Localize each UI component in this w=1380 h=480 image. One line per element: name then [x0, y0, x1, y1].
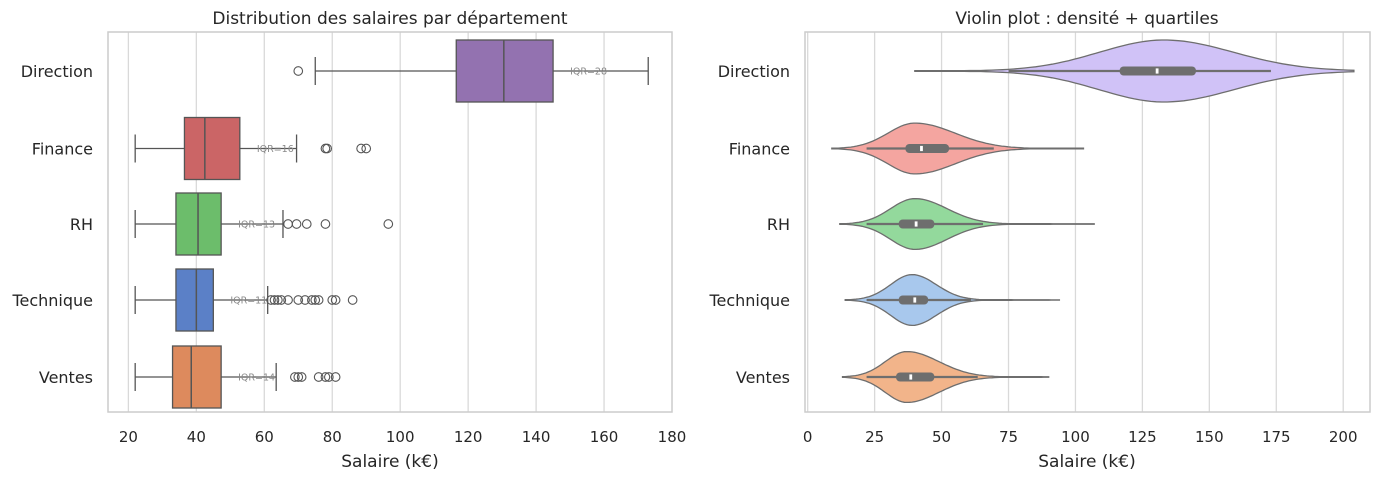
violin-panel: 0 25 50 75 100 125 150 175 200 Direction Finance R… — [708, 9, 1371, 472]
outlier-point — [276, 295, 287, 305]
outlier-point — [313, 295, 324, 305]
outlier-point — [327, 295, 338, 305]
violin-finance — [831, 122, 1085, 175]
iqr-annotation: IQR=28 — [570, 67, 607, 78]
category-label: Direction — [718, 62, 790, 81]
outlier-point — [269, 295, 280, 305]
boxplot-x-ticks: 20 40 60 80 100 120 140 160 180 — [119, 428, 686, 446]
category-label: Technique — [708, 291, 790, 310]
category-label: Ventes — [736, 368, 790, 387]
boxplot-marks: IQR=28 IQR=16 IQR=13 IQR=11 IQR=14 — [134, 39, 649, 409]
category-label: Finance — [32, 140, 93, 159]
x-tick-label: 100 — [1061, 428, 1090, 446]
category-label: Ventes — [39, 368, 93, 387]
violin-technique — [844, 273, 1061, 327]
violin-frame — [804, 31, 1371, 413]
outlier-point — [293, 295, 304, 305]
outlier-point — [313, 372, 324, 382]
inner-median — [909, 374, 913, 380]
inner-median — [913, 297, 917, 303]
box-finance: IQR=16 — [134, 116, 372, 181]
outlier-point — [273, 295, 283, 305]
x-tick-label: 180 — [658, 428, 687, 446]
outlier-point — [323, 372, 334, 382]
violin-rh — [839, 197, 1095, 251]
outlier-point — [290, 372, 300, 382]
x-tick-label: 140 — [522, 428, 551, 446]
violin-title: Violin plot : densité + quartiles — [955, 9, 1218, 29]
outlier-point — [322, 143, 332, 154]
outlier-point — [293, 66, 304, 76]
outlier-point — [320, 219, 331, 229]
outlier-point — [301, 219, 312, 229]
violin-direction — [914, 39, 1355, 103]
iqr-annotation: IQR=14 — [238, 373, 275, 384]
x-tick-label: 200 — [1329, 428, 1358, 446]
boxplot-panel: IQR=28 IQR=16 IQR=13 IQR=11 IQR=14 20 40 60 80 1… — [11, 9, 686, 472]
x-tick-label: 160 — [590, 428, 619, 446]
iqr-box — [171, 345, 222, 409]
outlier-point — [300, 295, 310, 305]
box-rh: IQR=13 — [134, 192, 394, 256]
x-tick-label: 75 — [999, 428, 1018, 446]
iqr-box — [175, 268, 214, 332]
outlier-point — [347, 295, 358, 305]
x-tick-label: 60 — [255, 428, 274, 446]
violin-marks — [831, 39, 1355, 404]
iqr-annotation: IQR=16 — [257, 144, 294, 155]
box-direction: IQR=28 — [293, 39, 649, 103]
outlier-point — [266, 295, 276, 305]
inner-median — [1155, 68, 1159, 74]
category-label: Technique — [11, 291, 93, 310]
x-tick-label: 0 — [803, 428, 813, 446]
outlier-point — [383, 219, 394, 229]
iqr-box — [183, 116, 241, 181]
x-tick-label: 25 — [865, 428, 884, 446]
x-tick-label: 50 — [932, 428, 951, 446]
outlier-point — [310, 295, 321, 305]
x-tick-label: 175 — [1262, 428, 1291, 446]
x-tick-label: 120 — [454, 428, 483, 446]
x-tick-label: 125 — [1128, 428, 1157, 446]
outlier-point — [356, 143, 366, 154]
violin-x-axis-label: Salaire (k€) — [1038, 452, 1135, 472]
boxplot-category-labels: Direction Finance RH Technique Ventes — [11, 62, 93, 387]
inner-iqr-box — [905, 144, 950, 153]
iqr-annotation: IQR=13 — [238, 220, 275, 231]
x-tick-label: 20 — [119, 428, 138, 446]
inner-iqr-box — [896, 372, 935, 382]
category-label: Finance — [729, 140, 790, 159]
category-label: RH — [767, 215, 790, 234]
violin-gridlines — [807, 32, 1344, 412]
x-tick-label: 150 — [1195, 428, 1224, 446]
violin-x-ticks: 0 25 50 75 100 125 150 175 200 — [803, 428, 1358, 446]
outlier-point — [283, 219, 293, 229]
outlier-point — [291, 219, 302, 229]
outlier-point — [320, 372, 331, 382]
outlier-point — [330, 295, 341, 305]
iqr-box — [455, 39, 554, 103]
boxplot-x-axis-label: Salaire (k€) — [341, 452, 438, 472]
x-tick-label: 80 — [323, 428, 342, 446]
boxplot-frame — [107, 31, 673, 413]
category-label: Direction — [21, 62, 93, 81]
box-ventes: IQR=14 — [134, 345, 341, 409]
box-technique: IQR=11 — [134, 268, 358, 332]
inner-median — [920, 145, 923, 152]
outlier-point — [330, 372, 341, 382]
inner-median — [914, 221, 918, 227]
x-tick-label: 40 — [187, 428, 206, 446]
iqr-annotation: IQR=11 — [230, 296, 267, 307]
outlier-point — [296, 372, 307, 382]
outlier-point — [361, 143, 372, 154]
violin-category-labels: Direction Finance RH Technique Ventes — [708, 62, 790, 387]
x-tick-label: 100 — [386, 428, 415, 446]
boxplot-title: Distribution des salaires par départemen… — [212, 9, 568, 29]
outlier-point — [307, 295, 317, 305]
outlier-point — [283, 295, 293, 305]
outlier-point — [293, 372, 304, 382]
category-label: RH — [70, 215, 93, 234]
violin-ventes — [841, 350, 1050, 404]
